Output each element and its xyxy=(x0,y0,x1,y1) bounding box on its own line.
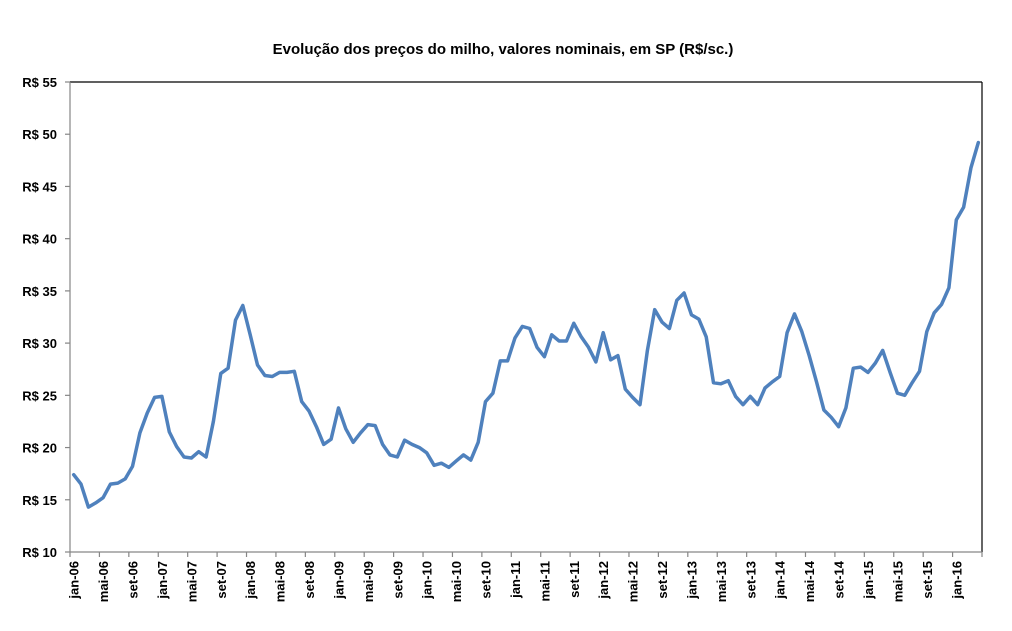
x-tick-label: jan-12 xyxy=(596,561,611,600)
x-tick-label: jan-14 xyxy=(773,560,788,599)
chart-title: Evolução dos preços do milho, valores no… xyxy=(273,41,734,58)
x-tick-label: jan-09 xyxy=(331,561,346,600)
x-tick-label: set-15 xyxy=(920,561,935,599)
y-tick-label: R$ 20 xyxy=(22,441,57,456)
x-tick-label: set-07 xyxy=(214,561,229,599)
plot-area: R$ 10 R$ 15 R$ 20 R$ 25 R$ 30 R$ 35 R$ 40 R$ 45… xyxy=(22,75,983,602)
x-tick-label: set-09 xyxy=(390,561,405,599)
x-tick-label: set-13 xyxy=(743,561,758,599)
x-tick-label: jan-11 xyxy=(508,561,523,599)
x-tick-label: set-08 xyxy=(302,561,317,599)
x-tick-label: jan-16 xyxy=(949,561,964,600)
x-tick-label: jan-07 xyxy=(155,561,170,600)
y-tick-label: R$ 25 xyxy=(22,388,57,403)
y-tick-label: R$ 50 xyxy=(22,127,57,142)
x-tick-label: mai-09 xyxy=(361,561,376,602)
y-tick-label: R$ 10 xyxy=(22,545,57,560)
x-tick-label: mai-12 xyxy=(626,561,641,602)
x-tick-label: jan-10 xyxy=(420,561,435,600)
series-line xyxy=(71,140,981,509)
y-tick-label: R$ 15 xyxy=(22,493,57,508)
x-tick-label: set-12 xyxy=(655,561,670,599)
x-tick-label: set-11 xyxy=(567,561,582,598)
y-tick-label: R$ 40 xyxy=(22,232,57,247)
x-tick-label: mai-13 xyxy=(714,561,729,602)
x-tick-label: mai-07 xyxy=(184,561,199,602)
x-tick-label: set-06 xyxy=(126,561,141,599)
x-tick-label: mai-11 xyxy=(537,561,552,601)
x-tick-label: set-10 xyxy=(479,561,494,599)
x-tick-label: mai-15 xyxy=(890,561,905,602)
x-tick-label: jan-15 xyxy=(861,561,876,600)
y-tick-label: R$ 45 xyxy=(22,179,57,194)
x-tick-label: jan-13 xyxy=(684,561,699,600)
x-tick-label: mai-10 xyxy=(449,561,464,602)
x-tick-label: jan-08 xyxy=(243,561,258,600)
y-tick-label: R$ 30 xyxy=(22,336,57,351)
x-axis-ticks: jan-06 mai-06 set-06 jan-07 mai-07 set-07 jan-… xyxy=(67,552,983,602)
y-axis-ticks: R$ 10 R$ 15 R$ 20 R$ 25 R$ 30 R$ 35 R$ 40 R$ 45… xyxy=(22,75,70,560)
x-tick-label: mai-06 xyxy=(96,561,111,602)
x-tick-label: mai-14 xyxy=(802,560,817,602)
y-tick-label: R$ 35 xyxy=(22,284,57,299)
x-tick-label: set-14 xyxy=(832,560,847,598)
x-tick-label: mai-08 xyxy=(273,561,288,602)
x-tick-label: jan-06 xyxy=(67,561,82,600)
series-group xyxy=(71,140,981,509)
y-tick-label: R$ 55 xyxy=(22,75,57,90)
plot-background xyxy=(70,82,982,552)
